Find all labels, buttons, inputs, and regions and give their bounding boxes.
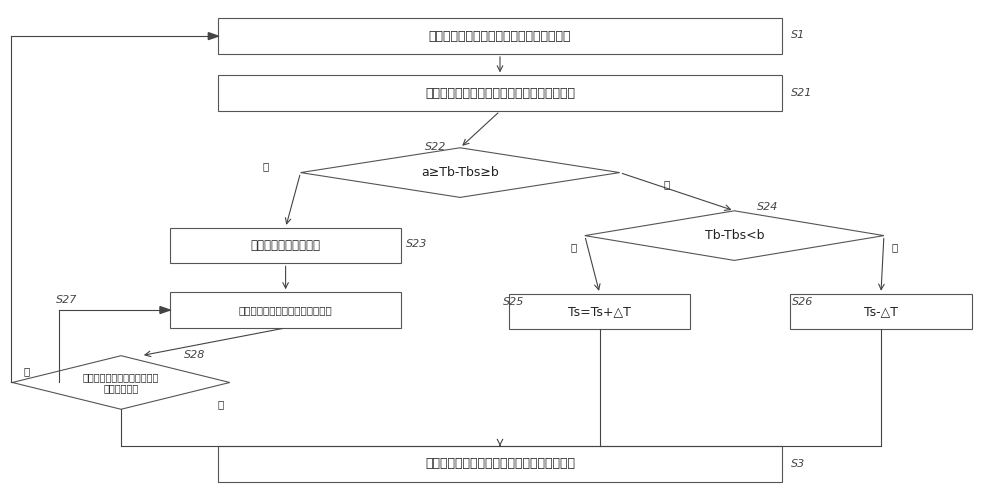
Polygon shape <box>12 356 230 409</box>
Text: a≥Tb-Tbs≥b: a≥Tb-Tbs≥b <box>421 166 499 179</box>
Text: S21: S21 <box>791 88 813 98</box>
Bar <box>170 292 401 328</box>
Text: 判断保持累计时间是否大于或
等于时间阈值: 判断保持累计时间是否大于或 等于时间阈值 <box>83 372 159 393</box>
Text: S3: S3 <box>791 459 805 469</box>
Bar <box>509 294 690 329</box>
Text: 保持设定目标温度不变: 保持设定目标温度不变 <box>251 239 321 252</box>
Polygon shape <box>301 148 620 198</box>
Text: Ts-△T: Ts-△T <box>864 305 898 318</box>
Text: Ts=Ts+△T: Ts=Ts+△T <box>568 305 631 318</box>
Text: 否: 否 <box>218 399 224 409</box>
Text: 是: 是 <box>263 161 269 171</box>
Polygon shape <box>208 32 218 39</box>
Text: 计算人体体表温度与标准体表温度阈值的差值: 计算人体体表温度与标准体表温度阈值的差值 <box>425 87 575 100</box>
Bar <box>170 228 401 263</box>
Text: 获取人体体表温度和空调器的设定目标温度: 获取人体体表温度和空调器的设定目标温度 <box>429 29 571 42</box>
Bar <box>218 75 782 111</box>
Text: S26: S26 <box>792 296 814 306</box>
Polygon shape <box>585 211 884 260</box>
Text: S22: S22 <box>425 142 447 152</box>
Text: S24: S24 <box>757 202 779 212</box>
Text: S23: S23 <box>406 239 428 249</box>
Text: S25: S25 <box>503 296 524 306</box>
Text: 记录设定目标温度的保持累计时间: 记录设定目标温度的保持累计时间 <box>239 305 332 315</box>
Text: 是: 是 <box>23 366 29 376</box>
Text: S1: S1 <box>791 30 805 40</box>
Text: 否: 否 <box>892 242 898 252</box>
Bar <box>218 18 782 54</box>
Text: 控制空调器根据调节之后的设定目标温度运行: 控制空调器根据调节之后的设定目标温度运行 <box>425 458 575 471</box>
Text: S27: S27 <box>56 295 78 305</box>
Text: 否: 否 <box>663 179 670 189</box>
Text: S28: S28 <box>184 350 205 360</box>
Text: 是: 是 <box>571 242 577 252</box>
Bar <box>790 294 972 329</box>
Text: Tb-Tbs<b: Tb-Tbs<b <box>705 229 764 242</box>
Bar <box>218 446 782 482</box>
Polygon shape <box>160 306 170 313</box>
